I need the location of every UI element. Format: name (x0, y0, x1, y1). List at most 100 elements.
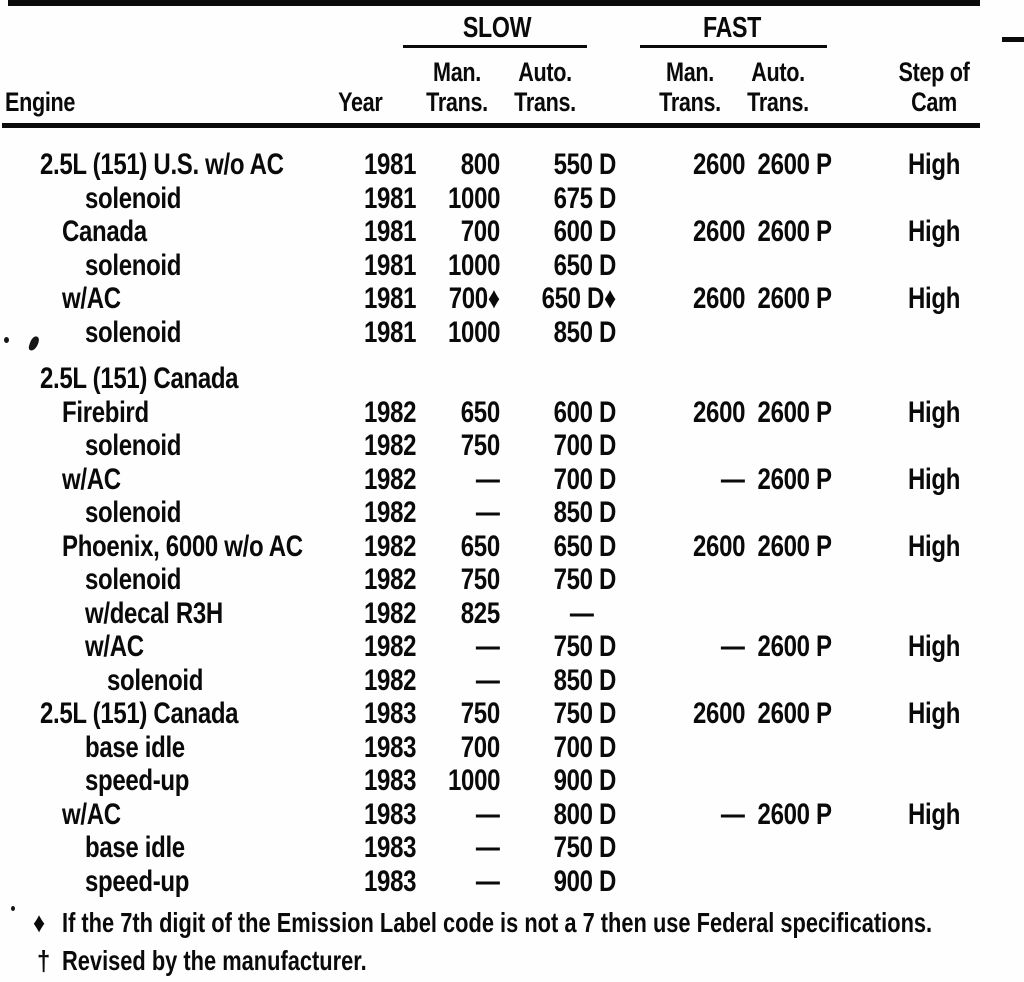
slow-man-trans-cell: 700♦ (448, 282, 500, 315)
table-row: w/AC 1983 — 800 D — 2600 P High (0, 798, 1024, 832)
slow-auto-trans-cell: 850 D (553, 315, 617, 349)
table-row: base idle 1983 700 700 D (0, 731, 1024, 765)
engine-cell: solenoid (85, 563, 182, 596)
step-of-cam-cell: High (907, 148, 960, 181)
engine-cell: w/AC (85, 630, 144, 663)
engine-cell: speed-up (85, 764, 190, 797)
column-header-slow-auto-line1: Auto. (518, 57, 572, 87)
column-header-slow-man-line2: Trans. (426, 87, 488, 117)
fast-auto-trans-cell: 2600 P (757, 215, 832, 248)
right-edge-dash (1002, 37, 1024, 42)
engine-cell: 2.5L (151) U.S. w/o AC (40, 148, 284, 181)
slow-auto-trans-cell: 850 D (553, 496, 617, 529)
slow-man-trans-cell: 700 (460, 215, 500, 248)
column-header-year: Year (337, 87, 383, 117)
column-header-slow-man-line1: Man. (433, 57, 481, 87)
year-cell: 1981 (363, 148, 416, 181)
slow-auto-trans-cell: 700 D (553, 462, 617, 496)
year-cell: 1983 (363, 831, 416, 864)
year-cell: 1981 (363, 215, 416, 248)
step-of-cam-cell: High (907, 697, 960, 730)
slow-auto-trans-cell: 850 D (553, 663, 617, 697)
table-row: solenoid 1981 1000 650 D (0, 249, 1024, 283)
fast-auto-trans-cell: 2600 P (757, 462, 832, 496)
column-header-step-of: Step of (898, 57, 970, 87)
slow-man-trans-cell: 825 (460, 596, 500, 630)
table-row: Phoenix, 6000 w/o AC 1982 650 650 D 2600 2600… (0, 530, 1024, 564)
fast-auto-trans-cell: 2600 P (757, 282, 832, 315)
scan-speck (4, 337, 9, 343)
engine-cell: Firebird (62, 395, 149, 429)
top-rule (8, 0, 980, 6)
slow-man-trans-cell: 1000 (447, 315, 500, 349)
slow-auto-trans-cell: 650 D♦ (541, 282, 617, 315)
fast-auto-trans-cell: 2600 P (757, 697, 832, 730)
slow-auto-trans-cell: — (570, 596, 594, 630)
slow-auto-trans-cell: 600 D (553, 215, 617, 248)
year-cell: 1982 (363, 395, 416, 429)
engine-cell: speed-up (85, 864, 190, 898)
fast-man-trans-cell: 2600 (692, 282, 745, 315)
slow-man-trans-cell: 800 (460, 148, 500, 181)
table-row: base idle 1983 — 750 D (0, 831, 1024, 865)
slow-auto-trans-cell: 900 D (553, 764, 617, 797)
slow-man-trans-cell: — (476, 831, 500, 864)
engine-cell: w/AC (62, 282, 121, 315)
year-cell: 1982 (363, 596, 416, 630)
engine-cell: 2.5L (151) Canada (40, 362, 239, 395)
year-cell: 1983 (363, 764, 416, 797)
engine-cell: Phoenix, 6000 w/o AC (62, 529, 303, 563)
table-row: 2.5L (151) Canada 1983 750 750 D 2600 2600 P H… (0, 697, 1024, 731)
year-cell: 1983 (363, 797, 416, 831)
slow-auto-trans-cell: 650 D (553, 248, 617, 282)
engine-cell: w/AC (62, 797, 121, 831)
dagger-footnote-marker-icon: † (37, 945, 51, 976)
slow-man-trans-cell: — (476, 496, 500, 529)
slow-group-underline (403, 45, 587, 48)
footnote-text: If the 7th digit of the Emission Label c… (62, 907, 933, 938)
scan-speck (11, 906, 15, 911)
fast-man-trans-cell: — (721, 630, 745, 663)
slow-man-trans-cell: — (476, 462, 500, 496)
table-row: w/decal R3H 1982 825 — (0, 597, 1024, 631)
column-group-fast: FAST (702, 12, 762, 44)
year-cell: 1981 (363, 282, 416, 315)
fast-man-trans-cell: 2600 (692, 215, 745, 248)
slow-auto-trans-cell: 900 D (553, 864, 617, 898)
diamond-footnote-marker-icon: ♦ (33, 907, 46, 938)
column-group-slow: SLOW (462, 12, 532, 44)
column-header-fast-auto-line2: Trans. (747, 87, 809, 117)
year-cell: 1982 (363, 529, 416, 563)
year-cell: 1983 (363, 697, 416, 730)
fast-man-trans-cell: 2600 (692, 697, 745, 730)
step-of-cam-cell: High (907, 215, 960, 248)
fast-group-underline (640, 45, 827, 48)
fast-auto-trans-cell: 2600 P (757, 529, 832, 563)
engine-cell: base idle (85, 730, 185, 764)
header-bottom-rule (2, 123, 980, 128)
step-of-cam-cell: High (907, 462, 960, 496)
engine-cell: w/decal R3H (85, 596, 223, 630)
slow-auto-trans-cell: 750 D (553, 563, 617, 596)
engine-cell: 2.5L (151) Canada (40, 697, 239, 730)
slow-man-trans-cell: — (476, 630, 500, 663)
column-header-slow-auto-line2: Trans. (514, 87, 576, 117)
slow-auto-trans-cell: 750 D (553, 697, 617, 730)
table-row: speed-up 1983 — 900 D (0, 865, 1024, 899)
step-of-cam-cell: High (907, 797, 960, 831)
table-row: 2.5L (151) Canada (0, 362, 1024, 396)
fast-man-trans-cell: 2600 (692, 148, 745, 181)
engine-cell: solenoid (85, 496, 182, 529)
slow-man-trans-cell: — (476, 663, 500, 697)
slow-auto-trans-cell: 800 D (553, 797, 617, 831)
table-row: w/AC 1982 — 700 D — 2600 P High (0, 463, 1024, 497)
fast-auto-trans-cell: 2600 P (757, 797, 832, 831)
slow-man-trans-cell: 650 (460, 395, 500, 429)
column-header-fast-auto-line1: Auto. (751, 57, 805, 87)
slow-man-trans-cell: 1000 (447, 181, 500, 215)
slow-auto-trans-cell: 600 D (553, 395, 617, 429)
year-cell: 1982 (363, 663, 416, 697)
year-cell: 1981 (363, 315, 416, 349)
table-row: solenoid 1981 1000 675 D (0, 182, 1024, 216)
